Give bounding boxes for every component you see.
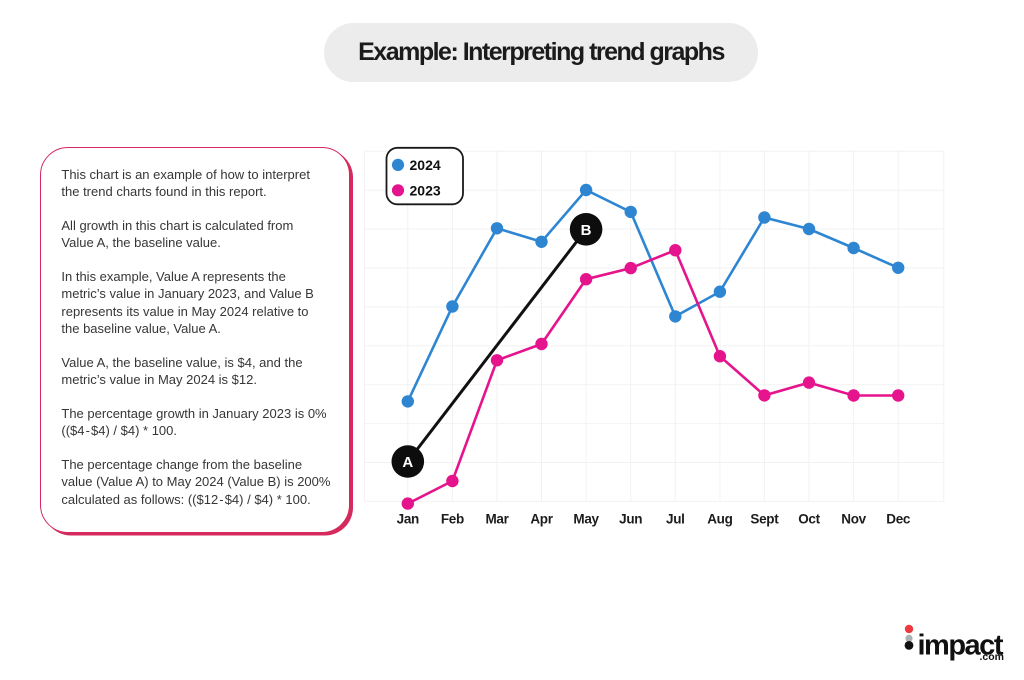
svg-text:Mar: Mar [485, 512, 509, 527]
svg-text:Oct: Oct [798, 512, 820, 527]
svg-text:Jan: Jan [397, 512, 419, 527]
svg-text:Dec: Dec [886, 512, 911, 527]
svg-text:Apr: Apr [530, 512, 553, 527]
svg-text:May: May [573, 512, 599, 527]
svg-text:Feb: Feb [441, 512, 464, 527]
svg-text:Jun: Jun [619, 512, 642, 527]
svg-text:Aug: Aug [707, 512, 732, 527]
svg-text:A: A [402, 454, 413, 471]
svg-text:.com: .com [979, 651, 1004, 663]
svg-text:Jul: Jul [666, 512, 685, 527]
svg-text:Sept: Sept [750, 512, 779, 527]
svg-text:Nov: Nov [841, 512, 866, 527]
svg-text:B: B [581, 222, 592, 239]
svg-text:2023: 2023 [410, 182, 441, 198]
svg-text:impact: impact [918, 630, 1004, 662]
svg-text:2024: 2024 [410, 157, 441, 173]
